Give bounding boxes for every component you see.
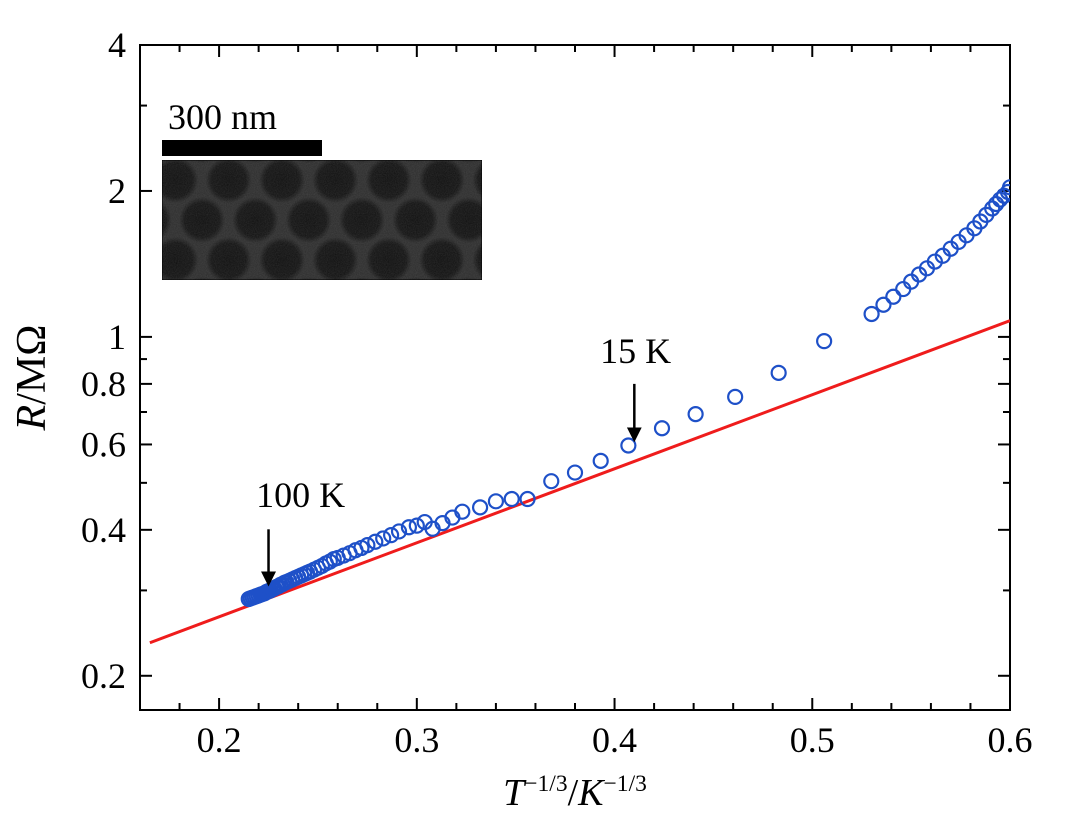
- scalebar-label: 300 nm: [168, 96, 277, 138]
- svg-text:1: 1: [108, 317, 126, 357]
- annotation-label-100k: 100 K: [256, 474, 345, 516]
- svg-text:2: 2: [108, 171, 126, 211]
- chart-svg: 0.2 0.3 0.4 0.5 0.6 T−1/3/K−1/3 0.2 0.4 0.6 0.8 1 2…: [0, 0, 1080, 823]
- chart-container: 0.2 0.3 0.4 0.5 0.6 T−1/3/K−1/3 0.2 0.4 0.6 0.8 1 2…: [0, 0, 1080, 823]
- svg-text:0.4: 0.4: [81, 510, 126, 550]
- svg-text:0.6: 0.6: [81, 424, 126, 464]
- scalebar: [162, 140, 322, 156]
- svg-text:0.2: 0.2: [81, 656, 126, 696]
- svg-text:T−1/3/K−1/3: T−1/3/K−1/3: [503, 771, 647, 814]
- svg-text:0.6: 0.6: [988, 720, 1033, 760]
- inset-image: [162, 160, 482, 280]
- svg-text:R/MΩ: R/MΩ: [9, 325, 55, 432]
- svg-text:0.8: 0.8: [81, 364, 126, 404]
- svg-text:0.3: 0.3: [394, 720, 439, 760]
- svg-text:0.5: 0.5: [790, 720, 835, 760]
- svg-text:0.2: 0.2: [197, 720, 242, 760]
- svg-text:0.4: 0.4: [592, 720, 637, 760]
- annotation-label-15k: 15 K: [600, 330, 671, 372]
- svg-text:4: 4: [108, 25, 126, 65]
